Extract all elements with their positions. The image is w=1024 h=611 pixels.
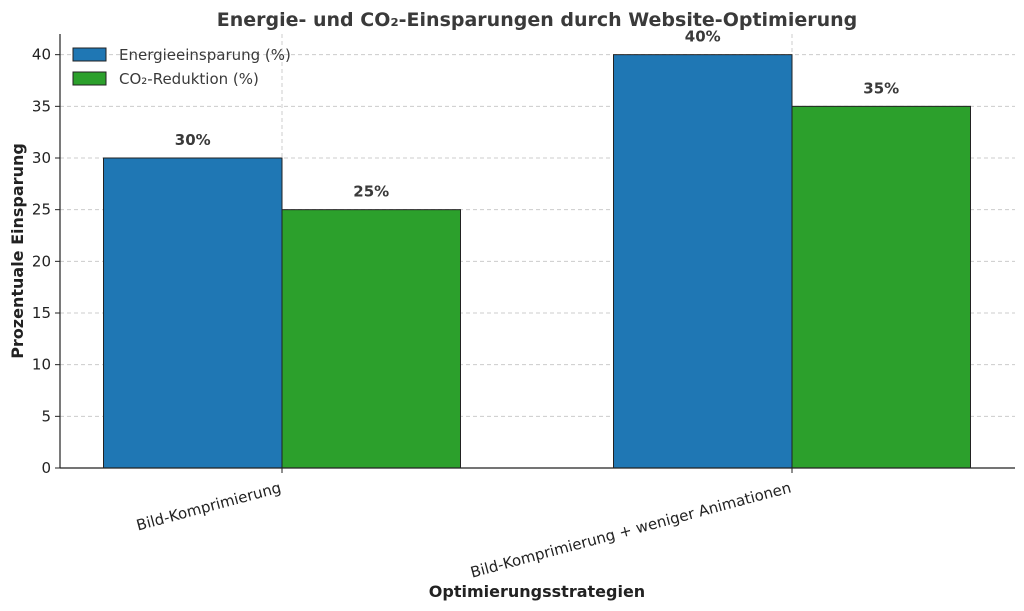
legend-swatch xyxy=(72,47,107,62)
y-tick-label: 5 xyxy=(41,407,51,425)
legend-swatch xyxy=(72,71,107,86)
x-tick-label: Bild-Komprimierung xyxy=(134,478,283,534)
data-label: 40% xyxy=(685,28,721,46)
y-tick-label: 15 xyxy=(32,304,51,322)
data-label: 30% xyxy=(175,131,211,149)
bar xyxy=(281,209,461,469)
bar xyxy=(613,54,793,469)
y-tick-label: 30 xyxy=(32,149,51,167)
x-tick-label: Bild-Komprimierung + weniger Animationen xyxy=(468,478,793,581)
data-label: 25% xyxy=(353,183,389,201)
chart-title: Energie- und CO₂-Einsparungen durch Webs… xyxy=(217,9,858,31)
y-tick-label: 40 xyxy=(32,46,51,64)
y-tick-label: 10 xyxy=(32,356,51,374)
bar xyxy=(103,157,283,469)
bars-layer xyxy=(103,54,971,469)
x-axis-label: Optimierungsstrategien xyxy=(429,582,645,601)
y-tick-label: 35 xyxy=(32,97,51,115)
y-tick-label: 20 xyxy=(32,252,51,270)
legend-label: CO₂-Reduktion (%) xyxy=(119,70,259,88)
legend-label: Energieeinsparung (%) xyxy=(119,46,291,64)
y-axis-label: Prozentuale Einsparung xyxy=(8,143,27,359)
legend: Energieeinsparung (%) CO₂-Reduktion (%) xyxy=(72,46,291,88)
y-tick-label: 0 xyxy=(41,459,51,477)
data-label: 35% xyxy=(863,79,899,97)
data-labels-layer: 30% 40% 25% 35% xyxy=(175,28,899,201)
bar xyxy=(791,105,971,469)
y-tick-label: 25 xyxy=(32,201,51,219)
